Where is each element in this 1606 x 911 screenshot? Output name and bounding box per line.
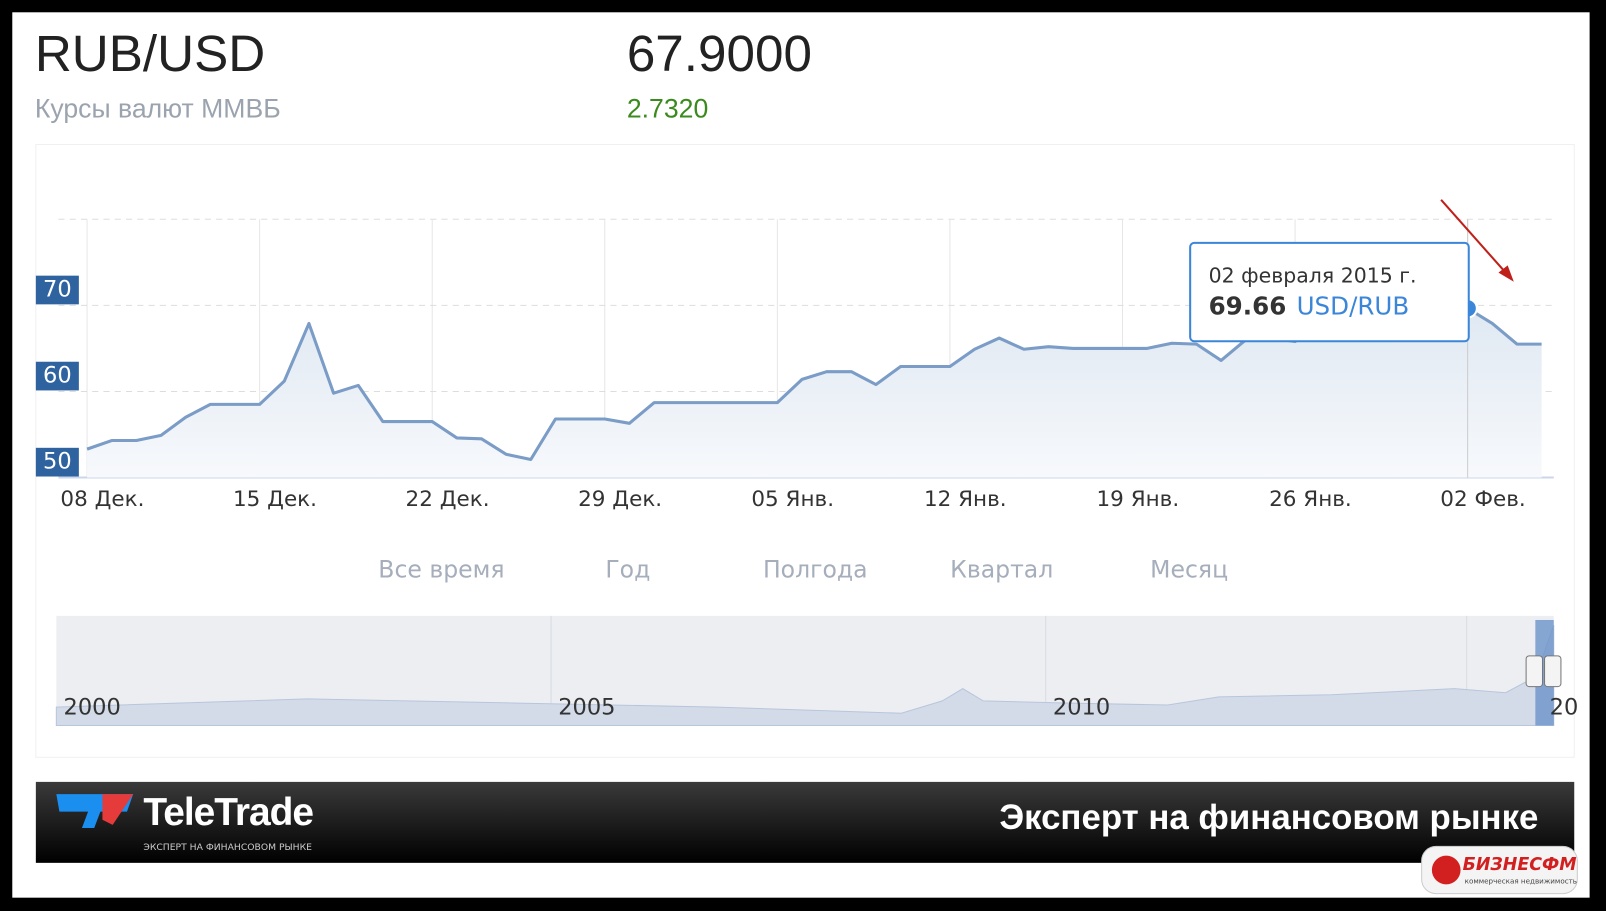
x-tick-label: 08 Дек. <box>60 487 144 512</box>
y-tick-box <box>35 447 79 477</box>
footer: TeleTrade ЭКСПЕРТ НА ФИНАНСОВОМ РЫНКЕ Эк… <box>35 781 1578 895</box>
x-tick-label: 29 Дек. <box>578 487 662 512</box>
plot: 08 Дек. 15 Дек. 22 Дек. 29 Дек. 05 Янв. 12 Ян… <box>35 219 1554 512</box>
range-button[interactable]: Квартал <box>950 555 1053 583</box>
pair: RUB/USD <box>35 25 265 82</box>
navigator-label: 2000 <box>64 695 121 721</box>
partner-name: БИЗНЕСФМ <box>1463 855 1577 875</box>
navigator-handle[interactable] <box>1525 655 1544 688</box>
tooltip-number: 69.66 <box>1209 291 1287 320</box>
partner-icon <box>1431 855 1461 885</box>
x-tick-label: 26 Янв. <box>1269 487 1352 512</box>
range-button[interactable]: Год <box>605 555 650 583</box>
x-tick-label: 12 Янв. <box>924 487 1007 512</box>
x-tick-label: 15 Дек. <box>233 487 317 512</box>
range-buttons: Все время Год Полгода Квартал Месяц <box>378 555 1228 583</box>
annotation-arrow <box>1440 199 1514 282</box>
y-tick-label: 70 <box>43 277 72 303</box>
x-tick-label: 05 Янв. <box>751 487 834 512</box>
brand-tagline: ЭКСПЕРТ НА ФИНАНСОВОМ РЫНКЕ <box>143 842 312 853</box>
tooltip-unit: USD/RUB <box>1297 291 1410 320</box>
brand-logo <box>102 794 134 825</box>
x-tick-label: 02 Фев. <box>1440 487 1525 512</box>
partner-tagline: коммерческая недвижимость <box>1465 876 1577 885</box>
range-button[interactable]: Месяц <box>1150 555 1228 583</box>
navigator-handle[interactable] <box>1544 655 1562 688</box>
change: 2.7320 <box>627 94 708 124</box>
tooltip: 02 февраля 2015 г. 69.66 USD/RUB <box>1189 241 1470 343</box>
footer-bar <box>35 781 1575 863</box>
navigator: 2000 2005 2010 20 <box>55 615 1579 727</box>
x-tick-label: 22 Дек. <box>406 487 490 512</box>
partner-badge <box>1421 845 1578 895</box>
y-tick-label: 60 <box>43 363 72 389</box>
tooltip-box <box>1189 241 1470 343</box>
source: Курсы валют ММВБ <box>35 94 281 124</box>
price: 67.9000 <box>627 25 812 82</box>
x-tick-label: 19 Янв. <box>1097 487 1180 512</box>
range-button[interactable]: Полгода <box>763 555 868 583</box>
tooltip-date: 02 февраля 2015 г. <box>1209 264 1417 288</box>
brand-name: TeleTrade <box>143 791 313 834</box>
y-tick-box <box>35 361 79 391</box>
range-button[interactable]: Все время <box>378 555 504 583</box>
navigator-label: 20 <box>1550 695 1579 721</box>
y-tick-box <box>35 275 79 305</box>
tooltip-value: 69.66 USD/RUB <box>1209 291 1410 320</box>
navigator-label: 2010 <box>1053 695 1110 721</box>
y-tick-label: 50 <box>43 449 72 475</box>
navigator-label: 2005 <box>558 695 615 721</box>
slogan: Эксперт на финансовом рынке <box>999 798 1538 837</box>
